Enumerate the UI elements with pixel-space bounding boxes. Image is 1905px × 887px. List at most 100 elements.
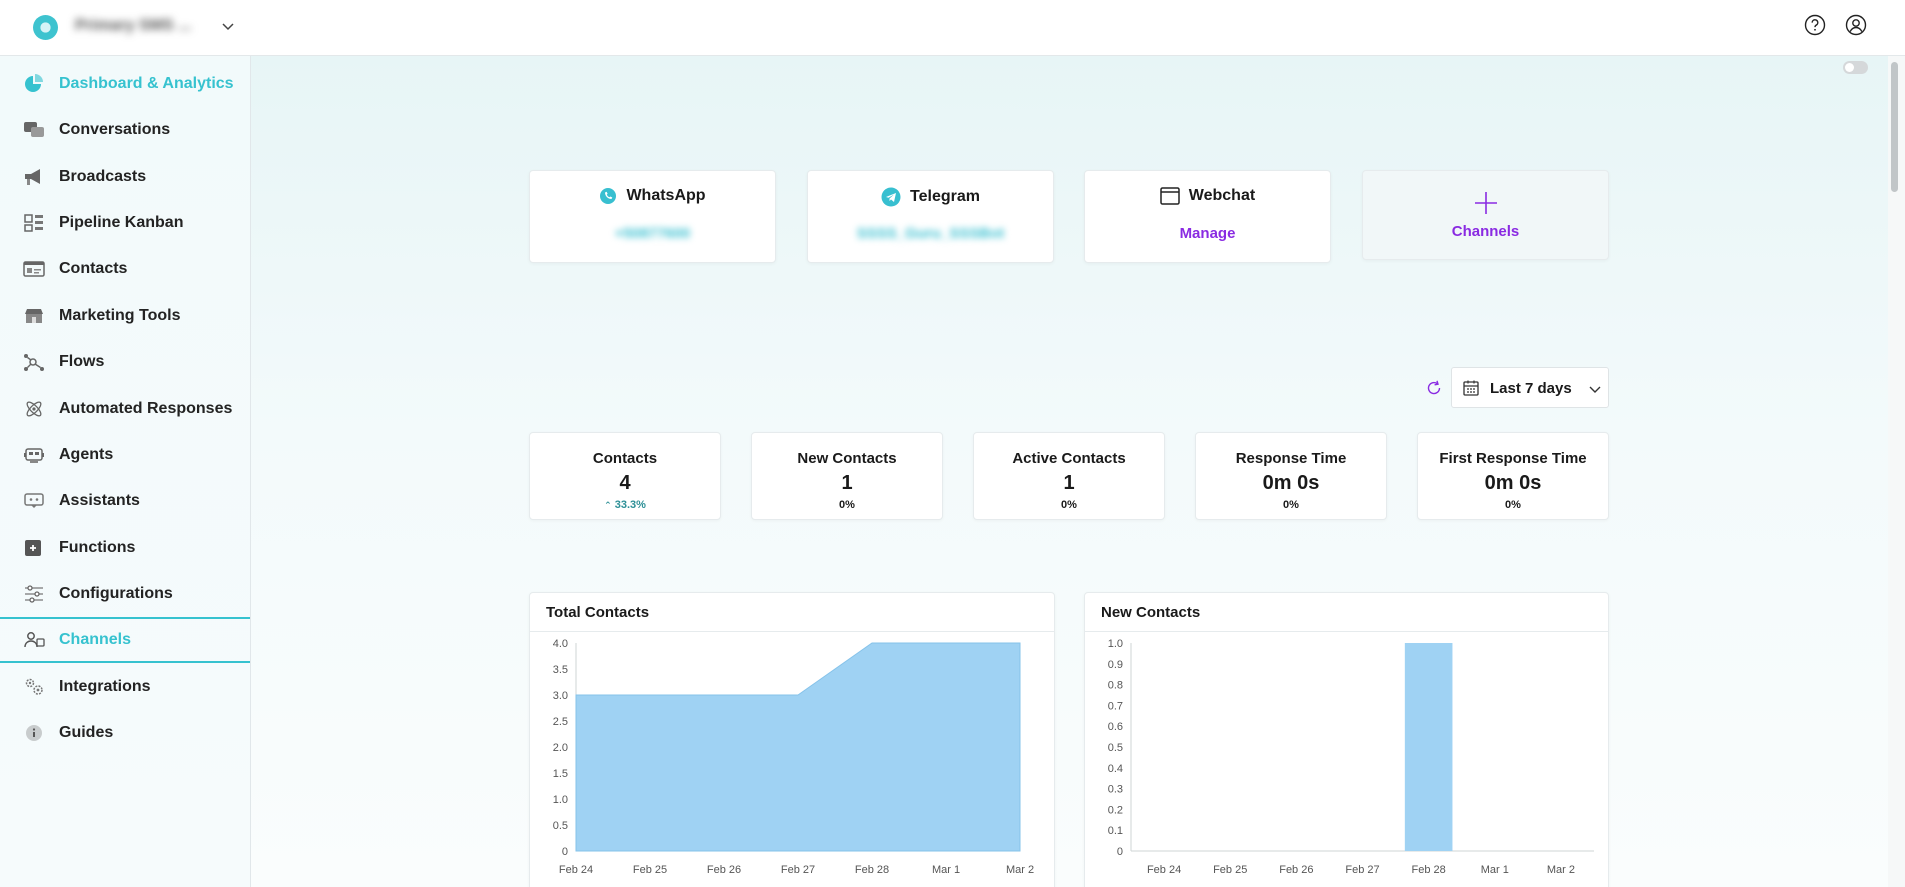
y-tick-label: 0.7: [1108, 700, 1123, 712]
people-icon: [24, 632, 45, 648]
browser-window-icon: [1160, 187, 1180, 205]
whatsapp-title: WhatsApp: [626, 187, 706, 204]
y-tick-label: 3.5: [553, 664, 568, 676]
scrollbar[interactable]: [1888, 56, 1905, 887]
sidebar-item-conversations[interactable]: Conversations: [0, 107, 250, 153]
y-tick-label: 0.2: [1108, 804, 1123, 816]
telegram-bot-name: SSSS_Guru_SSSBot: [856, 225, 1005, 242]
organization-name[interactable]: Primary SMS ...: [75, 17, 192, 34]
x-tick-label: Feb 25: [633, 864, 667, 876]
x-tick-label: Mar 2: [1006, 864, 1034, 876]
sidebar-item-configurations[interactable]: Configurations: [0, 571, 250, 617]
megaphone-icon: [25, 169, 40, 185]
contact-card-icon: [23, 261, 45, 277]
webchat-title: Webchat: [1188, 187, 1256, 204]
y-tick-label: 0.9: [1108, 659, 1123, 671]
sidebar-item-integrations[interactable]: Integrations: [0, 664, 250, 710]
chart-title: Total Contacts: [546, 604, 650, 621]
sidebar-item-guides[interactable]: Guides: [0, 710, 250, 756]
brand-logo-icon[interactable]: [33, 15, 58, 40]
gears-icon: [25, 678, 43, 695]
area-series: [575, 642, 1021, 852]
x-tick-label: Feb 26: [707, 864, 741, 876]
function-icon: [25, 540, 41, 556]
x-tick-label: Feb 28: [855, 864, 889, 876]
x-tick-label: Feb 24: [1147, 864, 1181, 876]
sidebar-item-contacts[interactable]: Contacts: [0, 246, 250, 292]
sidebar-item-dashboard[interactable]: Dashboard & Analytics: [0, 61, 250, 107]
x-tick-label: Feb 24: [559, 864, 593, 876]
sidebar-item-pipeline-kanban[interactable]: Pipeline Kanban: [0, 200, 250, 246]
whatsapp-icon: [600, 188, 617, 204]
sidebar-item-functions[interactable]: Functions: [0, 525, 250, 571]
x-tick-label: Feb 27: [1345, 864, 1379, 876]
sidebar-item-flows[interactable]: Flows: [0, 339, 250, 385]
sidebar-item-channels[interactable]: Channels: [0, 617, 250, 663]
calendar-icon: [1463, 380, 1479, 396]
plus-icon: [1475, 192, 1497, 214]
trend-up-icon: ⌃: [604, 500, 612, 510]
sidebar: Dashboard & Analytics Conversations Broa…: [0, 56, 251, 887]
x-tick-label: Mar 2: [1547, 864, 1575, 876]
info-icon: [26, 725, 42, 741]
webchat-channel-card[interactable]: Webchat Manage: [1084, 170, 1331, 263]
y-tick-label: 0.6: [1108, 721, 1123, 733]
webchat-manage-link[interactable]: Manage: [1179, 225, 1236, 242]
x-tick-label: Mar 1: [932, 864, 960, 876]
chevron-down-icon[interactable]: [221, 19, 235, 33]
y-tick-label: 0.1: [1108, 825, 1123, 837]
x-tick-label: Feb 28: [1412, 864, 1446, 876]
y-tick-label: 0.8: [1108, 680, 1123, 692]
stat-card-response-time: Response Time 0m 0s 0%: [1195, 432, 1387, 520]
chat-bot-icon: [24, 493, 44, 508]
sidebar-item-agents[interactable]: Agents: [0, 432, 250, 478]
telegram-channel-card[interactable]: Telegram SSSS_Guru_SSSBot: [807, 170, 1054, 263]
y-tick-label: 0.4: [1108, 763, 1123, 775]
telegram-title: Telegram: [910, 188, 980, 205]
y-tick-label: 4.0: [553, 638, 568, 650]
whatsapp-channel-card[interactable]: WhatsApp +50877600: [529, 170, 776, 263]
date-range-select[interactable]: Last 7 days: [1451, 367, 1609, 408]
scrollbar-thumb[interactable]: [1891, 62, 1898, 192]
help-icon[interactable]: [1804, 14, 1826, 36]
pie-chart-icon: [25, 74, 43, 92]
add-channel-label: Channels: [1451, 223, 1520, 240]
theme-toggle[interactable]: [1843, 61, 1868, 74]
chevron-down-icon: [1589, 386, 1601, 393]
sliders-icon: [25, 585, 43, 603]
date-range-label: Last 7 days: [1490, 380, 1572, 397]
y-tick-label: 0.5: [553, 820, 568, 832]
total-contacts-chart: 0 0.5 1.0 1.5 2.0 2.5 3.0 3.5 4.0 Feb 24 Feb 25 Feb…: [553, 638, 1034, 876]
new-contacts-chart: 0 0.1 0.2 0.3 0.4 0.5 0.6 0.7 0.8 0.9 1.0 Feb 24 Feb…: [1108, 638, 1594, 876]
x-tick-label: Feb 25: [1213, 864, 1247, 876]
x-tick-label: Feb 27: [781, 864, 815, 876]
refresh-icon[interactable]: [1425, 379, 1443, 397]
y-tick-label: 0.3: [1108, 784, 1123, 796]
stat-card-first-response-time: First Response Time 0m 0s 0%: [1417, 432, 1609, 520]
total-contacts-chart-card: Total Contacts 0 0.5 1.0 1.5 2.0 2.5 3.0 3.5 4.0…: [529, 592, 1055, 887]
y-tick-label: 2.5: [553, 716, 568, 728]
y-tick-label: 0.5: [1108, 742, 1123, 754]
telegram-icon: [881, 187, 901, 207]
chat-bubbles-icon: [24, 122, 44, 137]
kanban-icon: [24, 214, 43, 232]
y-tick-label: 0: [562, 846, 568, 858]
sidebar-item-automated-responses[interactable]: Automated Responses: [0, 386, 250, 432]
whatsapp-number: +50877600: [614, 225, 691, 242]
x-tick-label: Mar 1: [1481, 864, 1509, 876]
sidebar-item-broadcasts[interactable]: Broadcasts: [0, 154, 250, 200]
sidebar-item-assistants[interactable]: Assistants: [0, 478, 250, 524]
add-channel-card[interactable]: Channels: [1362, 170, 1609, 260]
robot-icon: [24, 448, 44, 463]
top-bar: Primary SMS ...: [0, 0, 1905, 56]
stat-card-active-contacts: Active Contacts 1 0%: [973, 432, 1165, 520]
stat-card-contacts: Contacts 4 ⌃ 33.3%: [529, 432, 721, 520]
y-tick-label: 3.0: [553, 690, 568, 702]
atom-icon: [26, 401, 42, 417]
new-contacts-chart-card: New Contacts 0 0.1 0.2 0.3 0.4 0.5 0.6 0.7 0.8 0.…: [1084, 592, 1609, 887]
y-tick-label: 1.5: [553, 768, 568, 780]
account-icon[interactable]: [1845, 14, 1867, 36]
y-tick-label: 2.0: [553, 742, 568, 754]
flow-nodes-icon: [24, 354, 44, 371]
sidebar-item-marketing-tools[interactable]: Marketing Tools: [0, 293, 250, 339]
